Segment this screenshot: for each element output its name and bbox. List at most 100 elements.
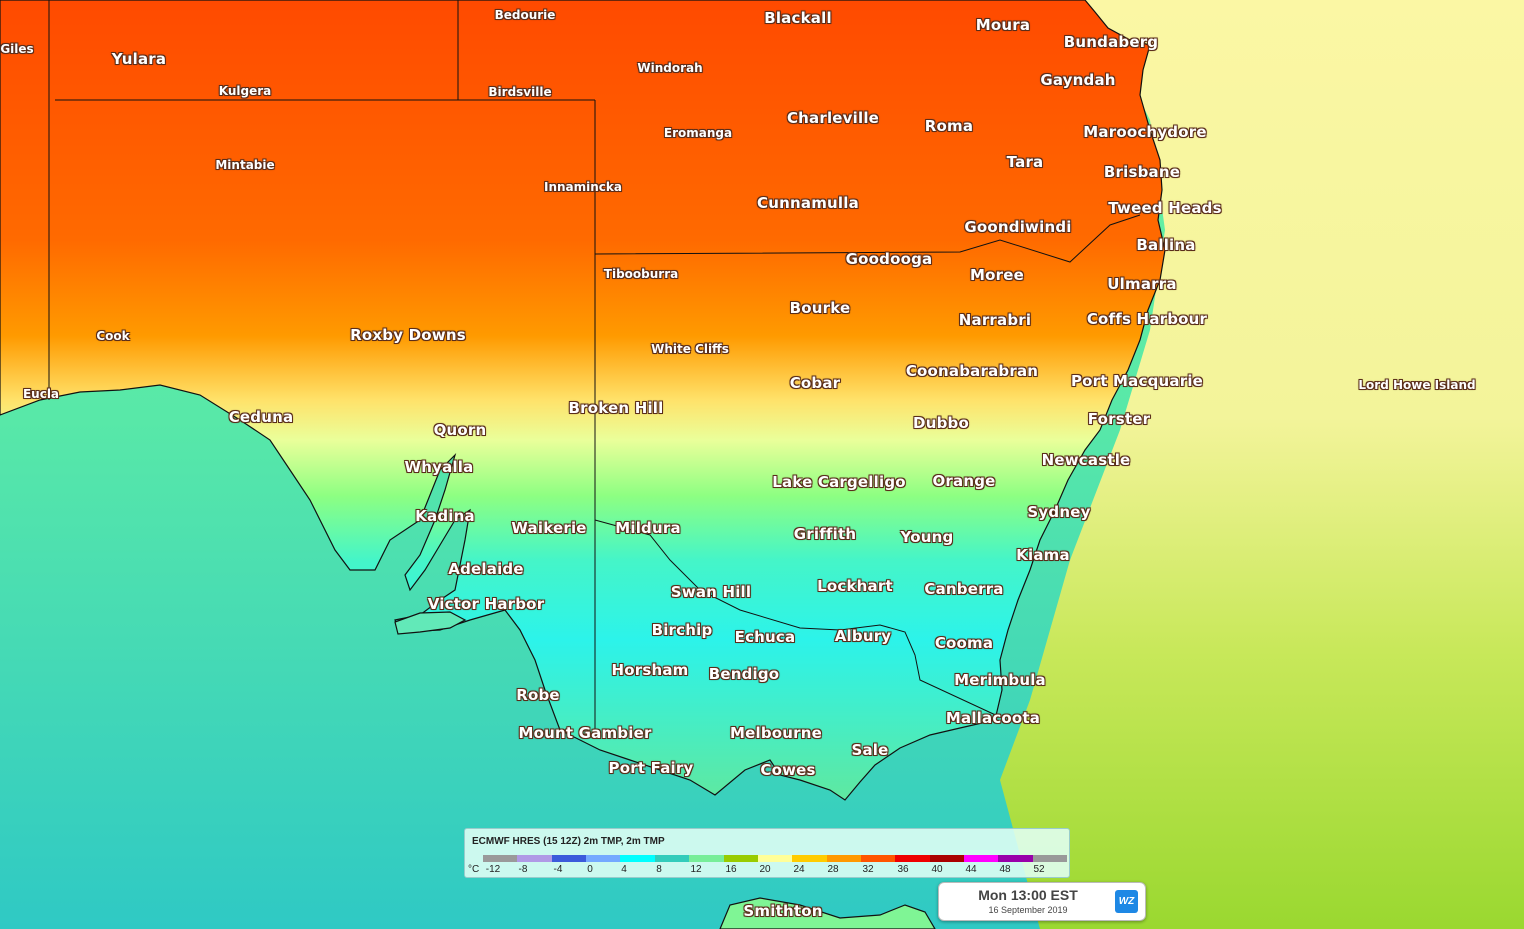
timestamp-panel[interactable]: Mon 13:00 EST 16 September 2019 WZ [938,882,1146,921]
place-label-ulmarra: Ulmarra [1107,275,1177,293]
place-label-giles: Giles [0,42,34,56]
place-label-adelaide: Adelaide [448,560,524,578]
legend-swatch [723,855,758,862]
place-label-white-cliffs: White Cliffs [651,342,729,356]
place-label-dubbo: Dubbo [913,414,969,432]
legend-tick-label: -8 [518,864,528,875]
forecast-time: Mon 13:00 EST [978,887,1078,903]
legend-tick-label: -4 [553,864,563,875]
legend-tick-label: 36 [897,864,909,875]
place-label-coonabarabran: Coonabarabran [905,362,1039,380]
place-label-windorah: Windorah [637,61,703,75]
place-label-melbourne: Melbourne [729,724,823,742]
legend-swatch [929,855,965,862]
legend-swatch [895,855,930,862]
place-label-goondiwindi: Goondiwindi [964,218,1072,236]
place-label-roxby-downs: Roxby Downs [350,326,466,344]
place-label-tara: Tara [1006,153,1044,171]
legend-swatch [620,855,655,862]
place-label-innamincka: Innamincka [544,180,622,194]
weatherzone-logo[interactable]: WZ [1115,890,1138,913]
legend-tick-label: 12 [690,864,702,875]
legend-swatch [826,855,861,862]
place-label-cowes: Cowes [760,761,816,779]
place-label-bendigo: Bendigo [708,665,780,683]
temperature-legend: ECMWF HRES (15 12Z) 2m TMP, 2m TMP °C -1… [464,828,1070,878]
place-label-forster: Forster [1087,410,1151,428]
place-label-roma: Roma [924,117,974,135]
place-label-tweed-heads: Tweed Heads [1108,199,1222,217]
place-label-smithton: Smithton [743,902,823,920]
legend-tick-label: 40 [931,864,943,875]
legend-swatch [964,855,999,862]
place-label-goodooga: Goodooga [845,250,933,268]
place-label-coffs-harbour: Coffs Harbour [1086,310,1208,328]
place-label-echuca: Echuca [734,628,796,646]
place-label-waikerie: Waikerie [511,519,587,537]
place-label-mintabie: Mintabie [215,158,275,172]
legend-tick-label: -12 [485,864,501,875]
legend-tick-label: 4 [621,864,627,875]
place-label-brisbane: Brisbane [1103,163,1181,181]
place-label-horsham: Horsham [611,661,689,679]
place-label-whyalla: Whyalla [404,458,474,476]
place-label-merimbula: Merimbula [954,671,1046,689]
legend-swatch [860,855,896,862]
place-label-eromanga: Eromanga [663,126,733,140]
state-borders [48,0,1141,735]
legend-color-bar [483,855,1068,862]
place-label-kadina: Kadina [415,507,475,525]
legend-unit: °C [468,864,480,875]
place-label-bundaberg: Bundaberg [1063,33,1159,51]
place-label-blackall: Blackall [764,9,832,27]
place-label-cooma: Cooma [934,634,994,652]
legend-tick-label: 32 [862,864,874,875]
place-label-victor-harbor: Victor Harbor [427,595,545,613]
place-label-ballina: Ballina [1136,236,1196,254]
place-label-moura: Moura [975,16,1031,34]
place-label-young: Young [900,528,954,546]
place-label-cook: Cook [96,329,130,343]
legend-swatch [483,855,518,862]
place-label-eucla: Eucla [22,387,60,401]
place-label-birdsville: Birdsville [488,85,552,99]
place-label-mildura: Mildura [615,519,681,537]
place-label-swan-hill: Swan Hill [670,583,752,601]
place-label-orange: Orange [932,472,996,490]
tasmania [719,897,936,929]
legend-tick-label: 44 [965,864,977,875]
legend-tick-label: 8 [656,864,662,875]
place-label-sydney: Sydney [1027,503,1091,521]
place-label-maroochydore: Maroochydore [1083,123,1207,141]
place-label-yulara: Yulara [111,50,167,68]
place-label-mount-gambier: Mount Gambier [518,724,652,742]
place-label-lake-cargelligo: Lake Cargelligo [772,473,906,491]
legend-tick-label: 28 [827,864,839,875]
place-label-broken-hill: Broken Hill [568,399,664,417]
legend-tick-label: 20 [759,864,771,875]
place-label-kiama: Kiama [1016,546,1070,564]
place-label-moree: Moree [970,266,1024,284]
legend-tick-label: 24 [793,864,805,875]
place-label-narrabri: Narrabri [958,311,1032,329]
place-label-canberra: Canberra [924,580,1004,598]
place-label-bedourie: Bedourie [494,8,556,22]
legend-swatch [998,855,1033,862]
place-label-ceduna: Ceduna [228,408,294,426]
place-label-lockhart: Lockhart [817,577,893,595]
legend-tick-label: 48 [999,864,1011,875]
place-label-port-macquarie: Port Macquarie [1070,372,1204,390]
place-label-birchip: Birchip [651,621,713,639]
legend-title: ECMWF HRES (15 12Z) 2m TMP, 2m TMP [472,836,665,847]
place-label-cunnamulla: Cunnamulla [757,194,859,212]
place-label-albury: Albury [834,627,892,645]
kangaroo-island [394,611,467,635]
place-label-lord-howe-island: Lord Howe Island [1358,378,1476,392]
place-label-quorn: Quorn [433,421,487,439]
place-label-griffith: Griffith [793,525,857,543]
legend-swatch [1032,855,1068,862]
place-label-newcastle: Newcastle [1041,451,1131,469]
legend-swatch [757,855,793,862]
legend-swatch [551,855,587,862]
